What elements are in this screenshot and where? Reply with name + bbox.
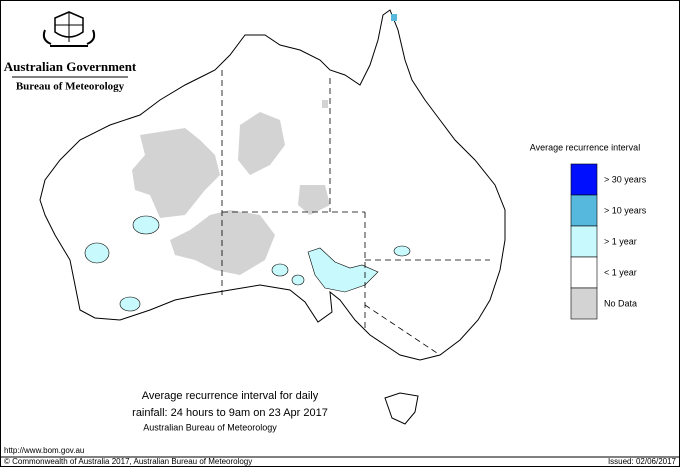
legend-label: < 1 year xyxy=(604,267,637,277)
legend-title: Average recurrence interval xyxy=(530,142,640,152)
legend-label: > 30 years xyxy=(604,174,647,184)
legend-swatch xyxy=(570,256,598,289)
legend-swatch xyxy=(570,225,598,258)
caption-line: Australian Bureau of Meteorology xyxy=(143,422,277,432)
government-name: Australian Government xyxy=(4,59,137,74)
caption-line: rainfall: 24 hours to 9am on 23 Apr 2017 xyxy=(132,407,328,419)
legend-swatch xyxy=(570,194,598,227)
legend-label: > 1 year xyxy=(604,236,637,246)
legend-label: > 10 years xyxy=(604,205,647,215)
legend-swatch xyxy=(570,163,598,196)
logo xyxy=(42,11,96,47)
footer-issued: Issued: 02/06/2017 xyxy=(608,457,677,466)
footer-copyright: © Commonwealth of Australia 2017, Austra… xyxy=(4,457,252,466)
legend-swatch xyxy=(570,287,598,320)
high-rain-spot xyxy=(391,14,397,21)
legend-label: No Data xyxy=(604,298,637,308)
australia-map xyxy=(39,9,506,425)
caption-line: Average recurrence interval for daily xyxy=(142,390,319,402)
legend: Average recurrence interval > 30 years > … xyxy=(530,142,647,320)
footer-url: http://www.bom.gov.au xyxy=(4,446,84,455)
agency-name: Bureau of Meteorology xyxy=(16,81,125,93)
